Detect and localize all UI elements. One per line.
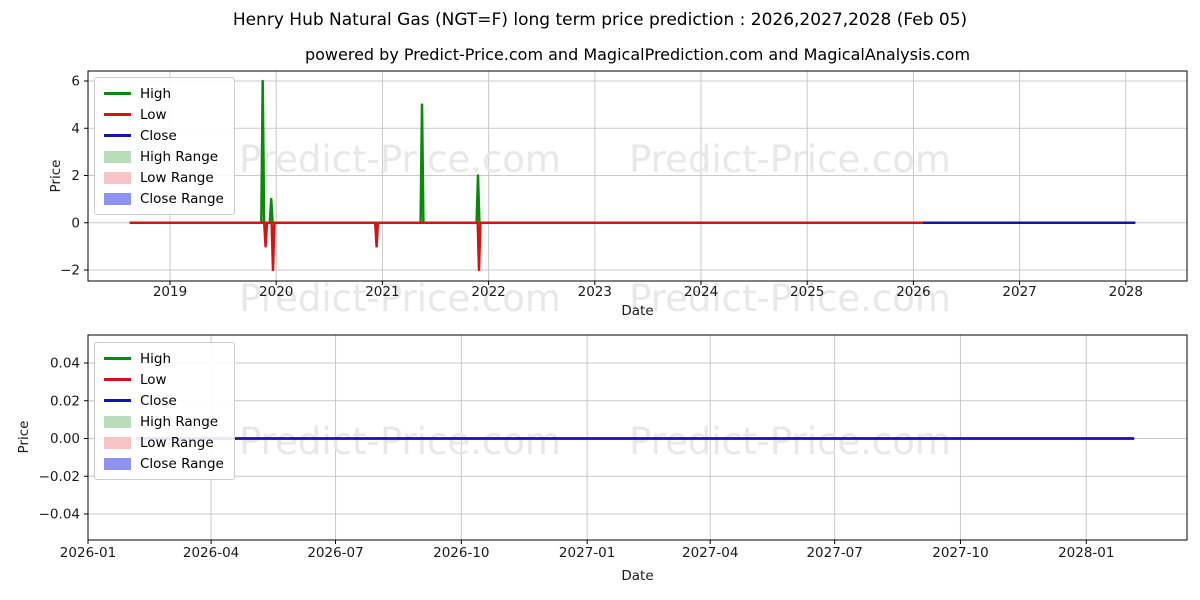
x-tick-label: 2028-01 [1058,545,1114,561]
x-tick-label: 2027-10 [932,545,988,561]
x-tick-label: 2019 [153,284,187,300]
x-axis-label-chart2: Date [621,568,653,584]
y-tick-label: 6 [71,74,80,90]
legend-label-close-range: Close Range [140,190,224,207]
legend-label-high: High [140,350,172,367]
x-tick-label: 2026-07 [307,545,363,561]
low-range-patch-swatch [104,436,131,449]
legend-item-high-range: High Range [104,411,224,432]
x-tick-label: 2027 [1002,284,1036,300]
y-tick-label: −2 [60,263,80,279]
y-tick-label: 0.02 [50,393,80,409]
watermark-layer: Predict-Price.com Predict-Price.com Predic… [239,138,951,463]
x-tick-label: 2022 [471,284,505,300]
close-line-swatch [104,399,131,402]
high-range-patch-swatch [104,415,131,428]
close-range-patch-swatch [104,192,131,205]
watermark-text: Predict-Price.com [239,277,561,320]
legend-label-high-range: High Range [140,148,219,165]
legend-item-close: Close [104,125,224,146]
legend-label-close: Close [140,392,177,409]
plot-border-chart2 [87,334,1188,541]
y-tick-label: −0.02 [39,469,80,485]
low-line-swatch [104,378,131,381]
legend-item-close: Close [104,390,224,411]
legend-item-close-range: Close Range [104,453,224,474]
legend-item-low-range: Low Range [104,167,224,188]
x-tick-label: 2026-04 [183,545,239,561]
legend-label-high: High [140,85,172,102]
high-range-patch-swatch [104,150,131,163]
watermark-text: Predict-Price.com [629,277,951,320]
legend-label-low-range: Low Range [140,434,214,451]
y-tick-label: 2 [71,168,80,184]
legend-item-low-range: Low Range [104,432,224,453]
legend-bottom-chart: High Low Close High Range Low Range Close Ran… [94,342,235,480]
x-tick-label: 2025 [790,284,824,300]
legend-label-low-range: Low Range [140,169,214,186]
y-axis-label-chart1: Price [48,160,64,193]
watermark-text: Predict-Price.com [629,420,951,463]
y-tick-label: 0.00 [50,431,80,447]
axes-layer: 2019 2020 2021 2022 2023 2024 2025 2026 2027 2028… [16,70,1188,584]
x-tick-label: 2021 [365,284,399,300]
close-line-swatch [104,134,131,137]
watermark-text: Predict-Price.com [629,138,951,181]
legend-label-high-range: High Range [140,413,219,430]
x-tick-label: 2020 [259,284,293,300]
x-tick-label: 2026-01 [60,545,116,561]
legend-label-low: Low [140,371,167,388]
high-line-swatch [104,357,131,360]
x-tick-label: 2027-07 [806,545,862,561]
x-tick-label: 2028 [1109,284,1143,300]
legend-item-low: Low [104,369,224,390]
legend-item-low: Low [104,104,224,125]
x-tick-label: 2027-01 [559,545,615,561]
figure-subtitle: powered by Predict-Price.com and Magical… [304,45,971,64]
legend-label-close-range: Close Range [140,455,224,472]
x-tick-label: 2023 [578,284,612,300]
y-axis-label-chart2: Price [16,421,32,454]
y-tick-label: 0 [71,215,80,231]
y-tick-label: 4 [71,121,80,137]
x-axis-label-chart1: Date [621,303,653,319]
legend-top-chart: High Low Close High Range Low Range Close Ran… [94,77,235,215]
y-tick-label: 0.04 [50,356,80,372]
legend-item-high: High [104,83,224,104]
low-line-swatch [104,113,131,116]
legend-item-high: High [104,348,224,369]
x-tick-label: 2024 [684,284,718,300]
watermark-text: Predict-Price.com [239,420,561,463]
legend-label-close: Close [140,127,177,144]
series-low-line-chart1 [129,221,923,272]
legend-label-low: Low [140,106,167,123]
legend-item-high-range: High Range [104,146,224,167]
high-line-swatch [104,92,131,95]
watermark-text: Predict-Price.com [239,138,561,181]
close-range-patch-swatch [104,457,131,470]
y-tick-label: −0.04 [39,507,80,523]
x-tick-label: 2027-04 [682,545,738,561]
x-tick-label: 2026 [896,284,930,300]
figure-title: Henry Hub Natural Gas (NGT=F) long term … [232,10,968,30]
series-layer [129,79,1136,440]
low-range-patch-swatch [104,171,131,184]
legend-item-close-range: Close Range [104,188,224,209]
x-tick-label: 2026-10 [433,545,489,561]
